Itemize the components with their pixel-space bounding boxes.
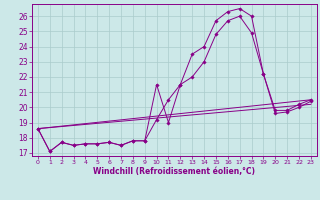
X-axis label: Windchill (Refroidissement éolien,°C): Windchill (Refroidissement éolien,°C) (93, 167, 255, 176)
